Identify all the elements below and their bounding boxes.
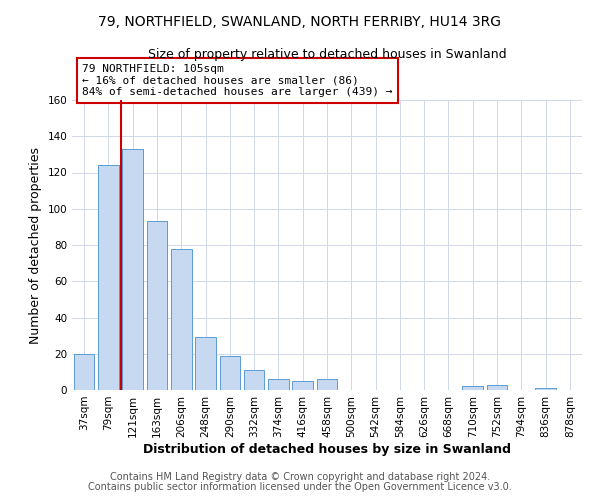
Bar <box>195 338 216 390</box>
Bar <box>463 386 483 390</box>
Text: 79, NORTHFIELD, SWANLAND, NORTH FERRIBY, HU14 3RG: 79, NORTHFIELD, SWANLAND, NORTH FERRIBY,… <box>98 15 502 29</box>
Text: 79 NORTHFIELD: 105sqm
← 16% of detached houses are smaller (86)
84% of semi-deta: 79 NORTHFIELD: 105sqm ← 16% of detached … <box>82 64 392 97</box>
Bar <box>535 388 556 390</box>
Y-axis label: Number of detached properties: Number of detached properties <box>29 146 42 344</box>
Bar <box>122 149 143 390</box>
Title: Size of property relative to detached houses in Swanland: Size of property relative to detached ho… <box>148 48 506 62</box>
Bar <box>244 370 265 390</box>
Bar <box>146 222 167 390</box>
Bar <box>171 248 191 390</box>
Text: Contains public sector information licensed under the Open Government Licence v3: Contains public sector information licen… <box>88 482 512 492</box>
Bar <box>292 381 313 390</box>
Bar <box>317 379 337 390</box>
Text: Contains HM Land Registry data © Crown copyright and database right 2024.: Contains HM Land Registry data © Crown c… <box>110 472 490 482</box>
Bar <box>74 354 94 390</box>
Bar <box>220 356 240 390</box>
X-axis label: Distribution of detached houses by size in Swanland: Distribution of detached houses by size … <box>143 442 511 456</box>
Bar <box>98 165 119 390</box>
Bar <box>487 384 508 390</box>
Bar <box>268 379 289 390</box>
